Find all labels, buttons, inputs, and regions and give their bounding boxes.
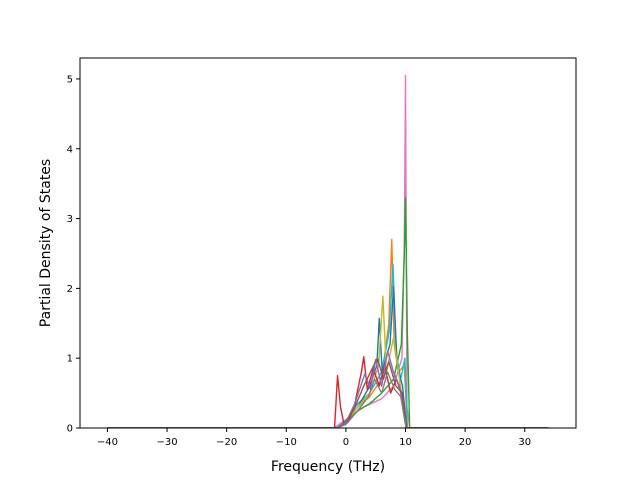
y-tick-label: 0 <box>67 424 73 435</box>
x-tick-label: −20 <box>216 437 237 448</box>
plot-frame <box>79 57 577 429</box>
y-axis: 0 1 2 3 4 5 <box>67 74 80 435</box>
x-tick-label: −30 <box>156 437 177 448</box>
x-tick-label: 30 <box>518 437 531 448</box>
x-tick-label: 0 <box>343 437 349 448</box>
series-layer <box>107 74 549 428</box>
y-tick-label: 5 <box>67 74 73 85</box>
y-axis-label: Partial Density of States <box>38 159 54 327</box>
x-tick-label: 10 <box>399 437 412 448</box>
x-axis-label: Frequency (THz) <box>271 459 385 475</box>
x-tick-label: 20 <box>459 437 472 448</box>
x-axis: −40 −30 −20 −10 0 10 20 30 <box>97 428 531 448</box>
y-tick-label: 1 <box>67 354 73 365</box>
x-tick-label: −40 <box>97 437 118 448</box>
y-tick-label: 4 <box>67 144 73 155</box>
x-tick-label: −10 <box>276 437 297 448</box>
y-tick-label: 3 <box>67 214 73 225</box>
y-tick-label: 2 <box>67 284 73 295</box>
series-line-10 <box>107 371 549 428</box>
